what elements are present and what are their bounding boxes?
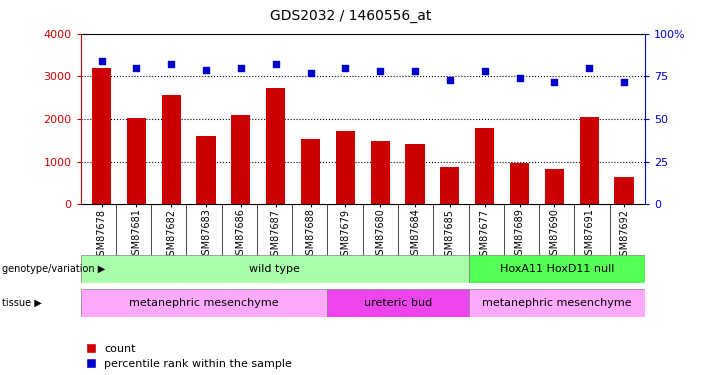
- Bar: [196, 136, 216, 204]
- Bar: [545, 169, 564, 204]
- Point: [131, 65, 142, 71]
- Text: wild type: wild type: [249, 264, 300, 274]
- Point: [305, 70, 316, 76]
- Bar: [510, 164, 529, 204]
- Point: [479, 68, 490, 74]
- Text: metanephric mesenchyme: metanephric mesenchyme: [129, 298, 279, 308]
- Point: [444, 77, 456, 83]
- Bar: [615, 177, 634, 204]
- Point: [618, 78, 629, 84]
- Bar: [266, 88, 285, 204]
- Point: [270, 62, 281, 68]
- Legend: count, percentile rank within the sample: count, percentile rank within the sample: [86, 344, 292, 369]
- Bar: [468, 255, 645, 283]
- Point: [236, 65, 247, 71]
- Point: [165, 62, 177, 68]
- Text: GDS2032 / 1460556_at: GDS2032 / 1460556_at: [270, 9, 431, 23]
- Bar: [440, 167, 459, 204]
- Bar: [475, 128, 494, 204]
- Text: metanephric mesenchyme: metanephric mesenchyme: [482, 298, 632, 308]
- Text: HoxA11 HoxD11 null: HoxA11 HoxD11 null: [500, 264, 614, 274]
- Point: [340, 65, 351, 71]
- Bar: [468, 289, 645, 317]
- Bar: [301, 139, 320, 204]
- Bar: [405, 144, 425, 204]
- Point: [200, 67, 212, 73]
- Bar: [231, 115, 250, 204]
- Point: [514, 75, 525, 81]
- Point: [549, 78, 560, 84]
- Point: [96, 58, 107, 64]
- Point: [409, 68, 421, 74]
- Bar: [327, 289, 468, 317]
- Text: ureteric bud: ureteric bud: [364, 298, 432, 308]
- Bar: [336, 130, 355, 204]
- Bar: [81, 255, 468, 283]
- Text: tissue ▶: tissue ▶: [2, 298, 42, 308]
- Bar: [162, 95, 181, 204]
- Point: [374, 68, 386, 74]
- Bar: [81, 289, 327, 317]
- Bar: [127, 118, 146, 204]
- Point: [583, 65, 594, 71]
- Bar: [580, 117, 599, 204]
- Bar: [371, 141, 390, 204]
- Bar: [92, 68, 111, 204]
- Text: genotype/variation ▶: genotype/variation ▶: [2, 264, 105, 274]
